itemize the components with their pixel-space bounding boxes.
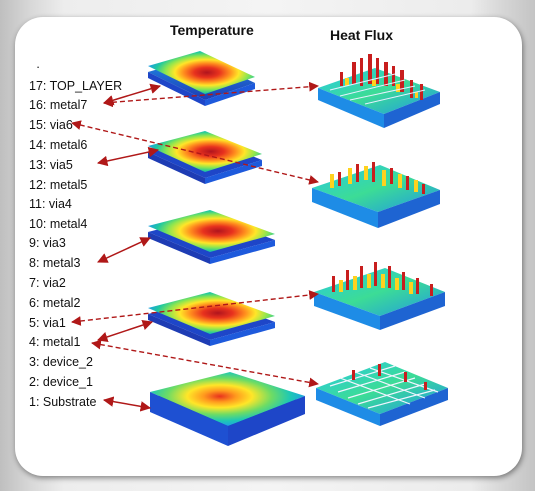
- layer-label-16: 16: metal7: [29, 98, 88, 112]
- layer-label-8: 8: metal3: [29, 256, 81, 270]
- temperature-map-layer-13: [148, 131, 262, 184]
- heat-flux-map-layer-12: [312, 162, 440, 228]
- layer-label-13: 13: via5: [29, 158, 73, 172]
- stray-mark: ·: [36, 60, 41, 74]
- heat-flux-map-layer-5: [314, 262, 445, 330]
- layer-label-5: 5: via1: [29, 316, 66, 330]
- layer-label-2: 2: device_1: [29, 375, 93, 389]
- layer-label-11: 11: via4: [29, 197, 72, 211]
- heat-flux-map-layer-16: [318, 54, 440, 128]
- layer-label-1: 1: Substrate: [29, 395, 97, 409]
- temperature-map-layer-4: [148, 292, 275, 346]
- layer-label-3: 3: device_2: [29, 355, 93, 369]
- heat-flux-arrows: [71, 81, 319, 388]
- heat-flux-map-layer-3: [316, 362, 448, 426]
- layer-label-7: 7: via2: [29, 276, 66, 290]
- temperature-column-title: Temperature: [170, 22, 254, 38]
- temperature-map-layer-8: [148, 210, 275, 264]
- layer-label-17: 17: TOP_LAYER: [29, 79, 123, 93]
- layer-label-4: 4: metal1: [29, 335, 81, 349]
- heat-flux-column-title: Heat Flux: [330, 27, 394, 43]
- layer-label-9: 9: via3: [29, 236, 66, 250]
- layer-label-10: 10: metal4: [29, 217, 88, 231]
- temperature-arrows: [96, 83, 162, 412]
- layer-label-15: 15: via6: [29, 118, 73, 132]
- layer-label-6: 6: metal2: [29, 296, 81, 310]
- temperature-map-substrate: [150, 372, 305, 446]
